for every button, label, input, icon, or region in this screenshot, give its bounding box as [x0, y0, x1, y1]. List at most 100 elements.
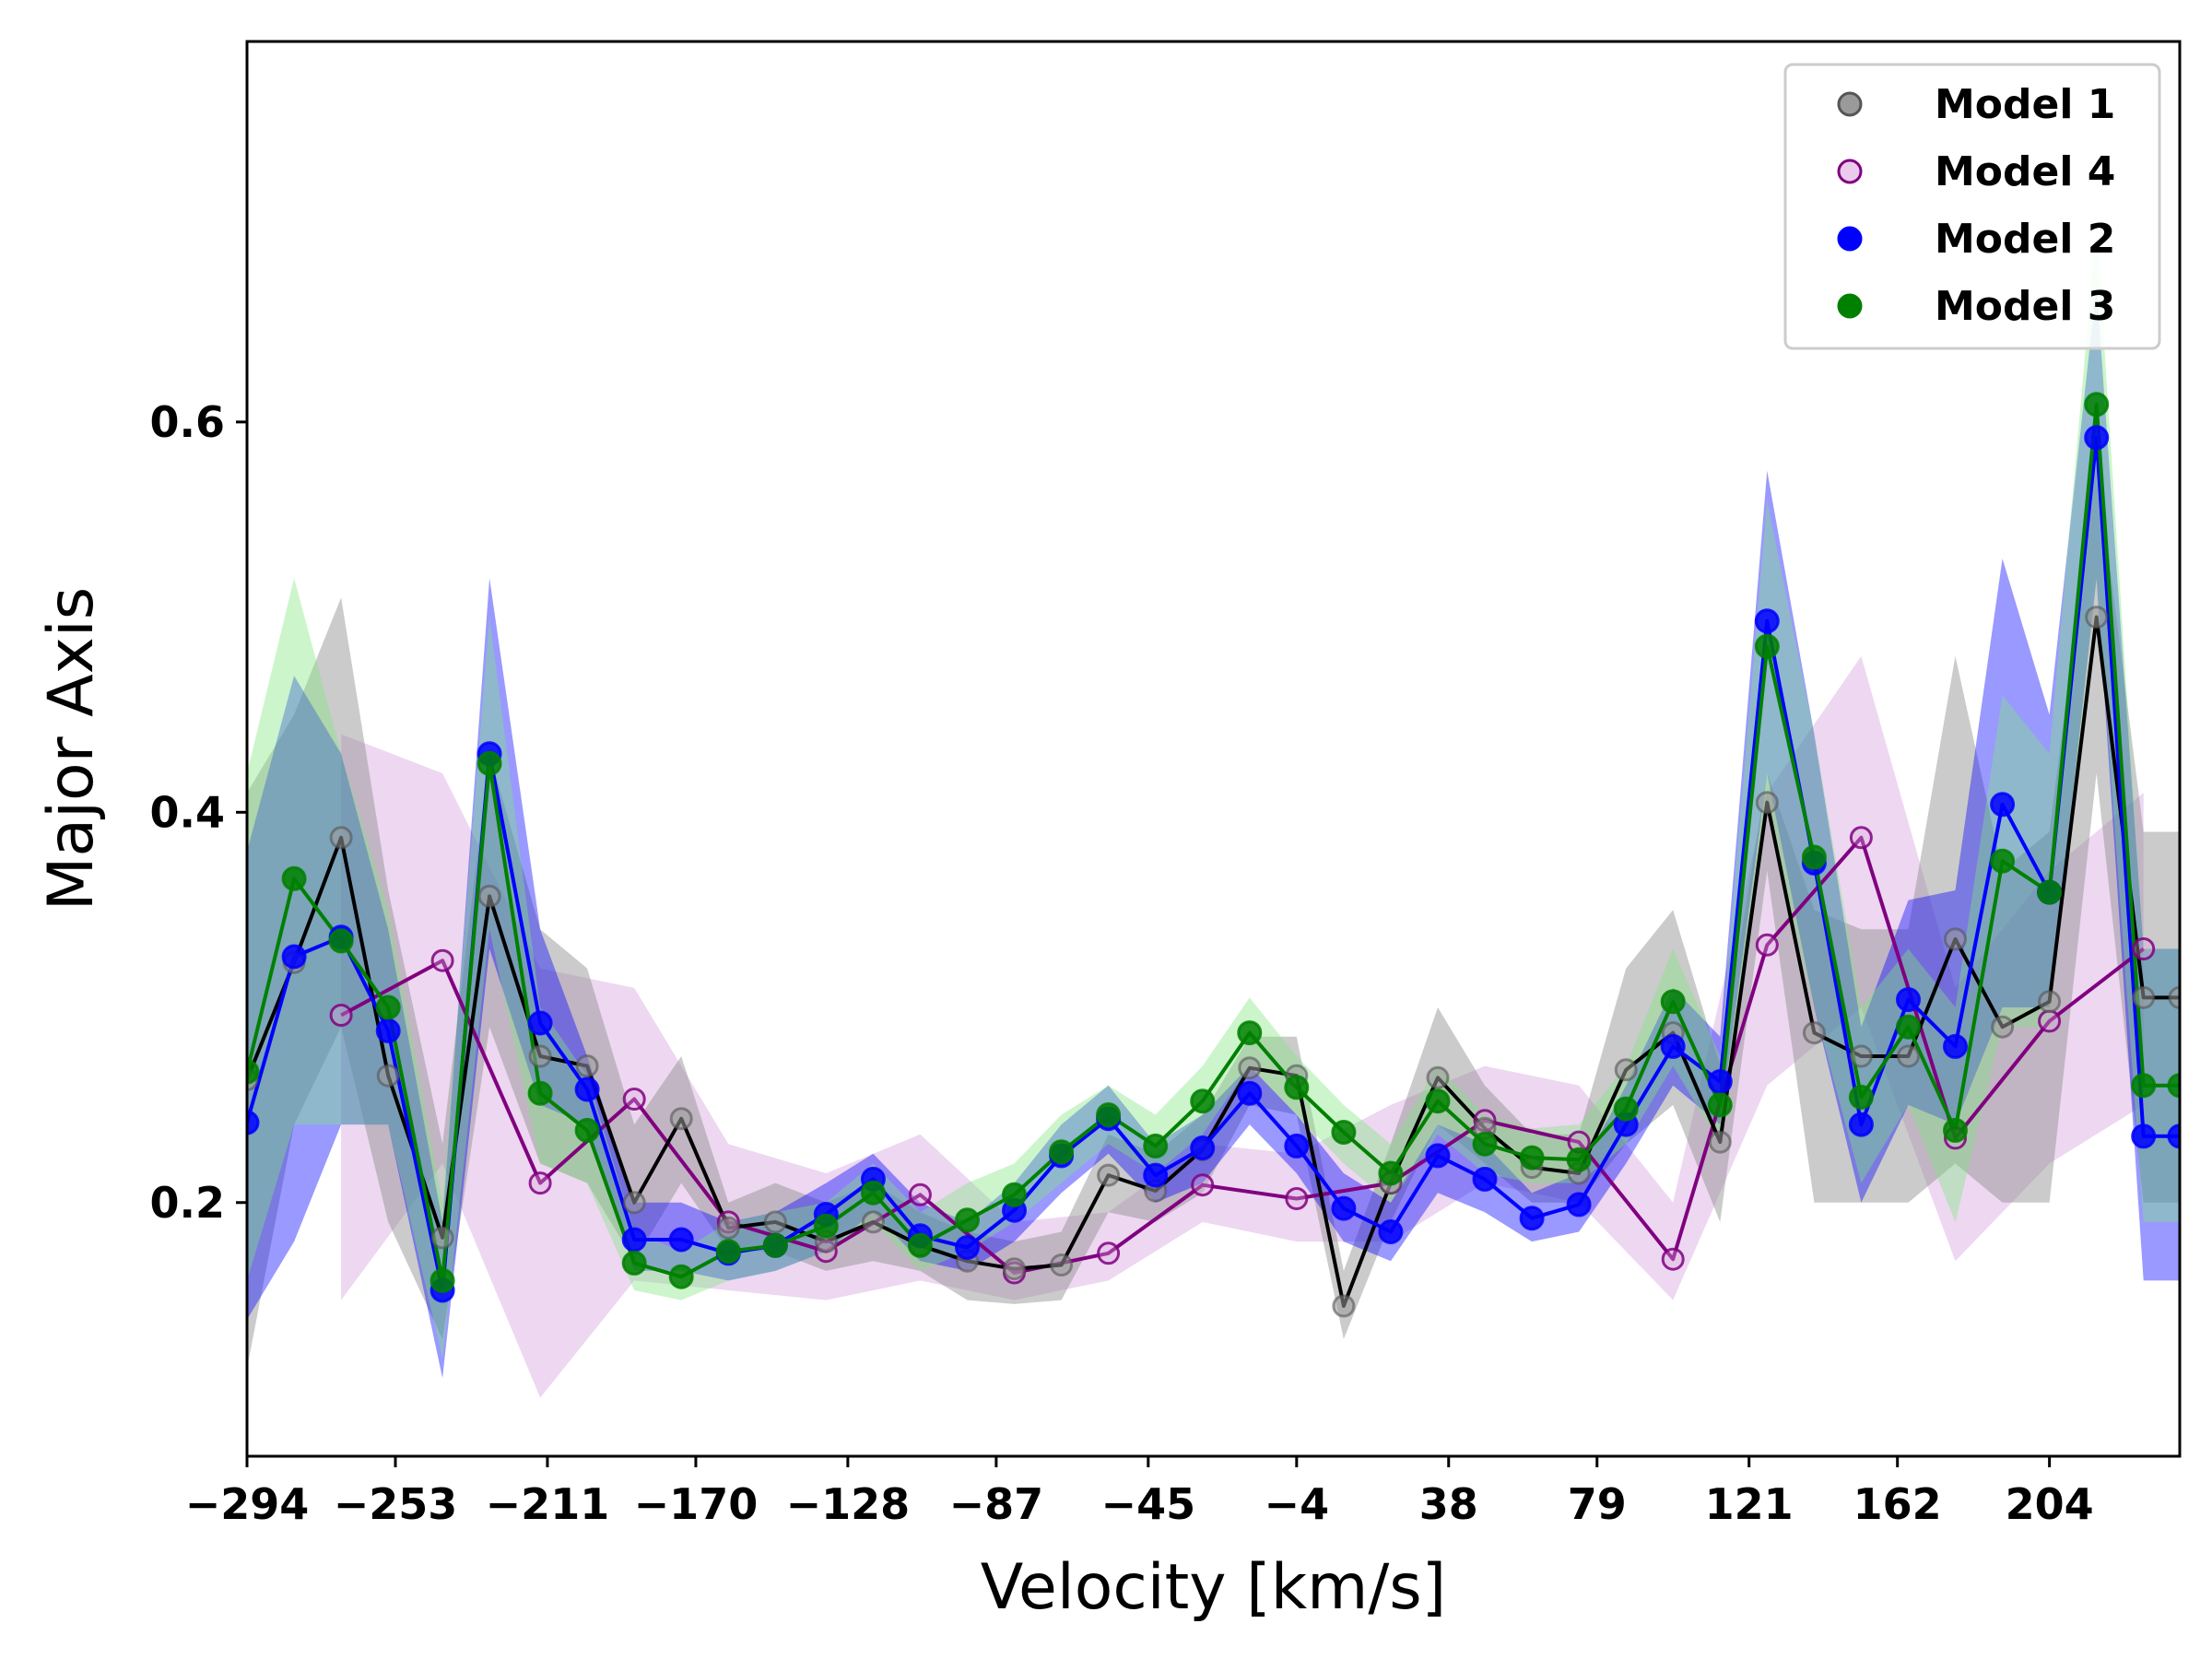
point-model-4 [1191, 1173, 1215, 1197]
point-model-3 [1049, 1139, 1075, 1165]
point-model-2 [1284, 1133, 1310, 1159]
point-model-3 [2131, 1073, 2157, 1099]
point-model-4 [908, 1182, 932, 1206]
point-model-1 [1050, 1253, 1074, 1277]
point-model-1 [1944, 927, 1967, 951]
legend-label-model-2: Model 2 [1935, 216, 2115, 263]
point-model-4 [1849, 826, 1873, 850]
x-axis-ticks: −294 −253 −211 −170 −128 −87 −45 −4 38 79 121 162 20… [185, 1456, 2094, 1529]
point-model-2 [955, 1235, 980, 1260]
point-model-3 [1519, 1145, 1545, 1171]
point-model-2 [1848, 1112, 1874, 1137]
point-model-1 [1097, 1163, 1121, 1187]
point-model-1 [2168, 985, 2180, 1009]
point-model-1 [528, 1044, 552, 1068]
point-model-3 [429, 1267, 455, 1293]
point-model-2 [1190, 1135, 1216, 1160]
point-model-4 [1755, 933, 1779, 957]
x-tick-label: 38 [1419, 1479, 1478, 1529]
point-model-3 [1378, 1160, 1404, 1186]
point-model-3 [1707, 1092, 1733, 1118]
point-model-1 [430, 1226, 454, 1250]
point-model-1 [1426, 1065, 1450, 1089]
line-model-4 [340, 835, 2145, 1275]
point-model-3 [1331, 1120, 1357, 1145]
point-model-2 [1237, 1080, 1263, 1106]
point-model-1 [1755, 791, 1779, 815]
point-model-3 [1943, 1117, 1968, 1143]
point-model-2 [1378, 1219, 1404, 1244]
legend-marker-model-4 [1837, 159, 1863, 184]
point-model-3 [1613, 1096, 1639, 1122]
point-model-2 [1660, 1033, 1686, 1059]
point-model-4 [528, 1171, 552, 1195]
point-model-3 [668, 1264, 694, 1289]
x-tick-label: 121 [1705, 1479, 1794, 1529]
x-axis-title: Velocity [km/s] [981, 1551, 1446, 1624]
x-tick-label: 79 [1568, 1479, 1627, 1529]
point-model-3 [375, 994, 401, 1020]
band-model-3 [247, 227, 2180, 1359]
point-model-1 [1003, 1257, 1026, 1281]
point-model-1 [763, 1210, 787, 1234]
x-tick-label: 204 [2006, 1479, 2094, 1529]
point-model-2 [527, 1010, 553, 1036]
point-model-2 [1143, 1162, 1169, 1188]
x-tick-label: −294 [185, 1479, 310, 1529]
legend-label-model-1: Model 1 [1935, 81, 2115, 128]
point-model-2 [1707, 1069, 1733, 1094]
point-model-4 [622, 1088, 646, 1111]
x-tick-label: −128 [786, 1479, 911, 1529]
point-model-3 [1096, 1102, 1122, 1127]
point-model-3 [813, 1213, 839, 1239]
band-model-1 [247, 461, 2180, 1369]
x-tick-label: −170 [634, 1479, 759, 1529]
point-model-2 [621, 1227, 647, 1253]
point-model-3 [715, 1239, 741, 1265]
point-model-3 [2084, 392, 2110, 418]
x-tick-label: −45 [1101, 1479, 1196, 1529]
point-model-1 [622, 1191, 646, 1215]
legend-marker-model-1 [1837, 91, 1863, 117]
uncertainty-bands [247, 227, 2180, 1398]
x-tick-label: −211 [486, 1479, 610, 1529]
point-model-3 [1848, 1084, 1874, 1110]
point-model-1 [1897, 1044, 1920, 1068]
point-model-1 [1614, 1058, 1638, 1082]
point-model-2 [1943, 1033, 1968, 1059]
point-model-1 [861, 1210, 885, 1234]
point-model-2 [2131, 1124, 2157, 1149]
legend-marker-model-3 [1837, 293, 1863, 319]
point-model-1 [2132, 985, 2156, 1009]
legend-label-model-3: Model 3 [1935, 283, 2115, 330]
point-model-1 [1849, 1044, 1873, 1068]
point-model-2 [1472, 1166, 1498, 1192]
point-model-4 [1661, 1247, 1685, 1271]
point-model-1 [669, 1107, 693, 1131]
point-model-1 [376, 1064, 400, 1088]
x-tick-label: 162 [1853, 1479, 1942, 1529]
point-model-3 [1237, 1020, 1263, 1046]
point-model-3 [621, 1250, 647, 1276]
point-model-4 [1285, 1187, 1309, 1210]
point-model-1 [575, 1054, 599, 1078]
point-model-2 [1896, 987, 1921, 1013]
point-model-3 [1472, 1131, 1498, 1157]
point-model-3 [527, 1080, 553, 1106]
y-tick-label: 0.4 [150, 787, 226, 837]
point-model-3 [1143, 1133, 1169, 1159]
point-model-3 [955, 1207, 980, 1233]
point-model-1 [716, 1216, 740, 1240]
legend-item-model-4: Model 4 [1837, 148, 2115, 195]
point-model-3 [907, 1232, 933, 1258]
point-model-1 [1332, 1294, 1356, 1318]
legend: Model 1 Model 4 Model 2 Model 3 [1783, 63, 2161, 350]
point-model-3 [1660, 989, 1686, 1015]
y-tick-label: 0.2 [150, 1178, 226, 1228]
point-model-2 [281, 944, 307, 970]
point-model-3 [574, 1117, 600, 1143]
point-model-2 [668, 1227, 694, 1253]
point-model-4 [430, 948, 454, 972]
point-model-3 [1425, 1088, 1451, 1114]
